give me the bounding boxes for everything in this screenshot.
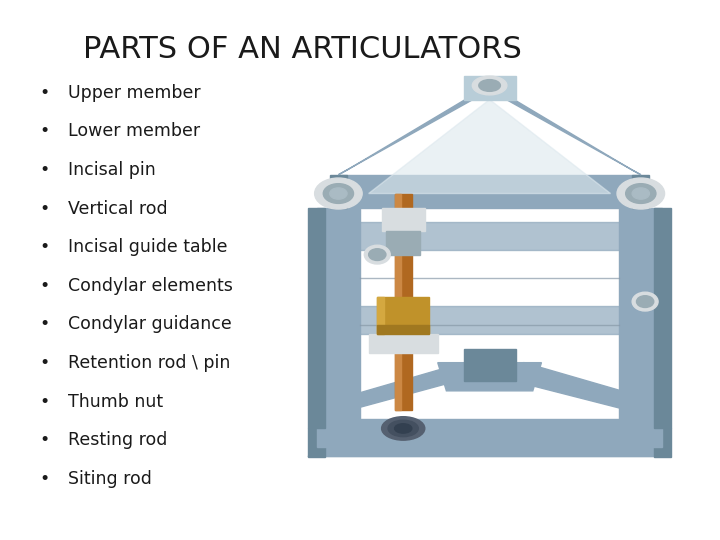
Polygon shape (386, 231, 420, 254)
Text: Siting rod: Siting rod (68, 470, 152, 488)
Polygon shape (377, 297, 429, 334)
Ellipse shape (395, 424, 412, 433)
Polygon shape (317, 419, 662, 447)
Ellipse shape (626, 184, 656, 204)
Polygon shape (308, 428, 325, 457)
Text: •: • (40, 470, 50, 488)
Ellipse shape (636, 296, 654, 307)
Polygon shape (338, 175, 641, 207)
Ellipse shape (632, 292, 658, 311)
Polygon shape (654, 207, 671, 428)
Ellipse shape (479, 79, 500, 91)
Text: Lower member: Lower member (68, 122, 201, 140)
Ellipse shape (369, 249, 386, 260)
Text: Incisal pin: Incisal pin (68, 161, 156, 179)
Text: Resting rod: Resting rod (68, 431, 168, 449)
Polygon shape (377, 325, 429, 334)
Text: •: • (40, 122, 50, 140)
Polygon shape (317, 306, 662, 334)
Polygon shape (317, 222, 662, 250)
Polygon shape (369, 334, 438, 353)
Polygon shape (382, 207, 425, 231)
Text: •: • (40, 161, 50, 179)
Text: •: • (40, 238, 50, 256)
Polygon shape (632, 175, 649, 207)
Text: Upper member: Upper member (68, 84, 201, 102)
Polygon shape (338, 90, 490, 175)
Text: Condylar elements: Condylar elements (68, 276, 233, 295)
Text: PARTS OF AN ARTICULATORS: PARTS OF AN ARTICULATORS (83, 35, 522, 64)
Ellipse shape (315, 178, 362, 209)
Ellipse shape (632, 188, 649, 199)
Polygon shape (619, 207, 662, 428)
Polygon shape (308, 207, 325, 428)
Polygon shape (516, 363, 662, 419)
Polygon shape (377, 297, 384, 334)
Text: •: • (40, 393, 50, 410)
Polygon shape (317, 363, 464, 419)
Text: Condylar guidance: Condylar guidance (68, 315, 232, 333)
Polygon shape (330, 175, 347, 207)
Text: •: • (40, 315, 50, 333)
Ellipse shape (617, 178, 665, 209)
Polygon shape (317, 207, 360, 428)
Polygon shape (308, 428, 671, 457)
Ellipse shape (388, 420, 418, 437)
Polygon shape (464, 76, 516, 99)
Polygon shape (395, 193, 412, 410)
Polygon shape (395, 193, 401, 410)
Text: •: • (40, 199, 50, 218)
Text: Thumb nut: Thumb nut (68, 393, 163, 410)
Ellipse shape (472, 76, 507, 95)
Text: •: • (40, 276, 50, 295)
Polygon shape (464, 349, 516, 381)
Polygon shape (490, 90, 641, 175)
Text: •: • (40, 354, 50, 372)
Text: Retention rod \ pin: Retention rod \ pin (68, 354, 231, 372)
Text: Incisal guide table: Incisal guide table (68, 238, 228, 256)
Text: •: • (40, 431, 50, 449)
Text: Vertical rod: Vertical rod (68, 199, 168, 218)
Polygon shape (369, 99, 611, 193)
Polygon shape (438, 363, 541, 391)
Ellipse shape (382, 417, 425, 440)
Text: •: • (40, 84, 50, 102)
Ellipse shape (330, 188, 347, 199)
Ellipse shape (323, 184, 354, 204)
Polygon shape (654, 428, 671, 457)
Ellipse shape (364, 245, 390, 264)
